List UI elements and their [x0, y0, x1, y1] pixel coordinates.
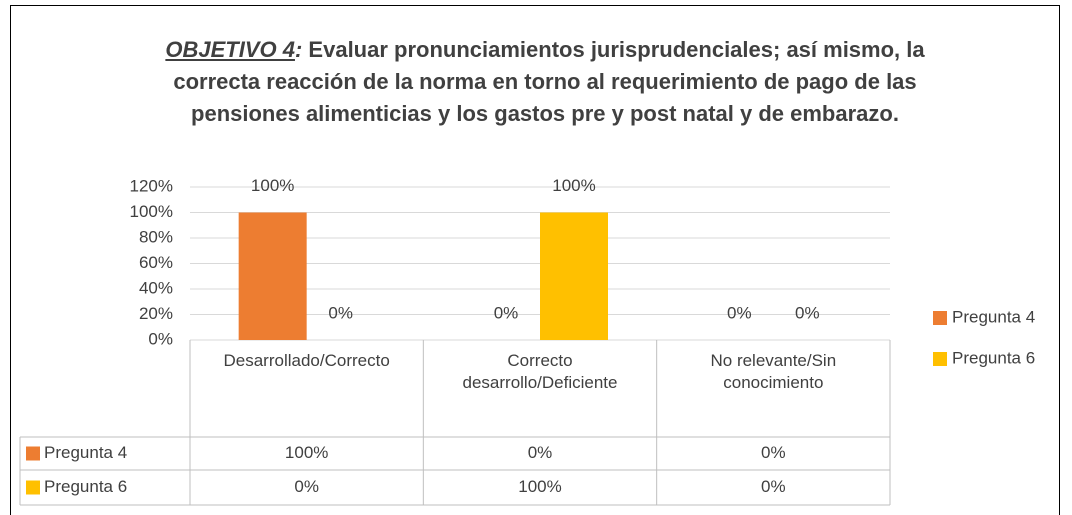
y-tick-label: 100% [130, 202, 173, 221]
table-cell: 0% [761, 443, 786, 462]
table-series-name: Pregunta 6 [44, 477, 127, 496]
legend-label: Pregunta 4 [952, 307, 1035, 326]
bar [540, 212, 608, 340]
table-series-name: Pregunta 4 [44, 443, 127, 462]
y-tick-label: 120% [130, 176, 173, 195]
data-label: 0% [795, 303, 820, 322]
y-tick-label: 0% [148, 329, 173, 348]
y-tick-label: 40% [139, 278, 173, 297]
y-tick-label: 60% [139, 253, 173, 272]
data-label: 0% [727, 303, 752, 322]
legend-key [933, 352, 947, 366]
title-text: Evaluar pronunciamientos jurisprudencial… [173, 37, 925, 126]
title-sep: : [294, 37, 303, 62]
data-label: 0% [494, 303, 519, 322]
table-cell: 100% [518, 477, 561, 496]
category-label: Desarrollado/Correcto [223, 351, 390, 370]
table-legend-key [26, 480, 40, 495]
table-cell: 0% [761, 477, 786, 496]
data-label: 100% [251, 176, 294, 195]
bar [238, 212, 307, 340]
table-cell: 0% [528, 443, 553, 462]
legend-key [933, 311, 947, 325]
data-label: 0% [328, 303, 353, 322]
chart-title: OBJETIVO 4: Evaluar pronunciamientos jur… [145, 34, 945, 130]
table-cell: 100% [285, 443, 328, 462]
y-tick-label: 20% [139, 304, 173, 323]
table-cell: 0% [294, 477, 319, 496]
data-label: 100% [552, 176, 595, 195]
category-label: Correcto desarrollo/Deficiente [462, 351, 618, 392]
category-label: No relevante/Sin conocimiento [710, 351, 837, 392]
chart-frame [10, 5, 1060, 515]
title-lead: OBJETIVO 4 [165, 37, 295, 62]
legend-label: Pregunta 6 [952, 348, 1035, 367]
y-tick-label: 80% [139, 227, 173, 246]
table-legend-key [26, 446, 40, 461]
